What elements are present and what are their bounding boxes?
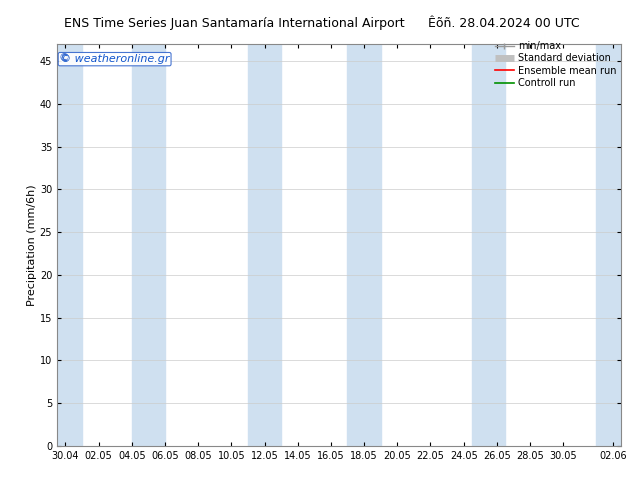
Text: Êõñ. 28.04.2024 00 UTC: Êõñ. 28.04.2024 00 UTC xyxy=(428,17,580,30)
Bar xyxy=(132,44,165,446)
Bar xyxy=(347,44,380,446)
Y-axis label: Precipitation (mm/6h): Precipitation (mm/6h) xyxy=(27,184,37,306)
Legend: min/max, Standard deviation, Ensemble mean run, Controll run: min/max, Standard deviation, Ensemble me… xyxy=(495,41,616,88)
Text: ©: © xyxy=(59,53,70,63)
Text: ENS Time Series Juan Santamaría International Airport: ENS Time Series Juan Santamaría Internat… xyxy=(64,17,405,30)
Bar xyxy=(248,44,281,446)
Bar xyxy=(472,44,505,446)
Bar xyxy=(57,44,82,446)
Text: © weatheronline.gr: © weatheronline.gr xyxy=(60,54,169,64)
Bar xyxy=(597,44,621,446)
